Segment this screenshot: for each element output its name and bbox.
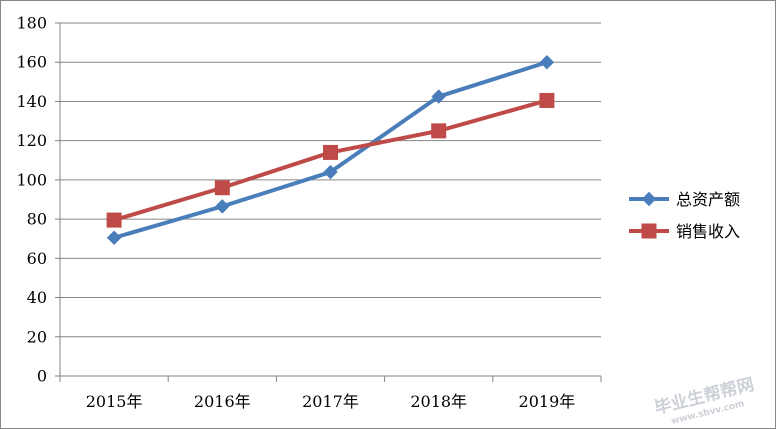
axes <box>59 23 601 377</box>
x-tick-label: 2018年 <box>410 392 467 411</box>
x-tick-label: 2015年 <box>86 392 143 411</box>
legend-label: 总资产额 <box>676 190 740 209</box>
legend-label: 销售收入 <box>676 222 740 241</box>
y-tick-label: 80 <box>27 210 47 229</box>
series-1 <box>106 55 555 245</box>
data-point-marker <box>539 55 555 70</box>
x-tick-label: 2016年 <box>194 392 251 411</box>
legend-item: 销售收入 <box>629 222 740 241</box>
y-tick-label: 120 <box>16 131 47 150</box>
series-line <box>112 98 549 223</box>
data-point-marker <box>323 164 338 180</box>
x-tick-label: 2019年 <box>519 392 576 411</box>
data-point-marker <box>215 199 230 214</box>
data-point-marker <box>323 144 338 160</box>
legend-swatch-marker <box>641 191 657 207</box>
y-tick-label: 60 <box>27 249 47 268</box>
y-axis-ticks: 0 20 40 60 80 100 120 140 160 180 <box>16 14 60 386</box>
y-tick-label: 160 <box>16 53 47 72</box>
y-tick-label: 20 <box>27 327 47 346</box>
data-point-marker <box>214 180 230 196</box>
data-point-marker <box>431 89 446 104</box>
x-axis-ticks: 2015年 2016年 2017年 2018年 2019年 <box>59 376 602 411</box>
series-group <box>106 55 555 245</box>
data-point-marker <box>106 212 122 228</box>
data-point-marker <box>539 92 555 108</box>
gridlines <box>60 22 601 338</box>
watermark: 毕业生帮帮网 www.sbvv.com <box>652 374 756 427</box>
data-point-marker <box>106 230 122 245</box>
y-tick-label: 0 <box>37 367 47 386</box>
legend-item: 总资产额 <box>629 190 740 209</box>
y-tick-label: 180 <box>16 14 47 33</box>
series-2 <box>106 92 555 228</box>
y-tick-label: 140 <box>16 92 47 111</box>
y-tick-label: 40 <box>27 288 47 307</box>
x-tick-label: 2017年 <box>302 392 359 411</box>
data-point-marker <box>431 123 447 139</box>
y-tick-label: 100 <box>16 170 47 189</box>
legend-swatch-marker <box>641 223 657 239</box>
